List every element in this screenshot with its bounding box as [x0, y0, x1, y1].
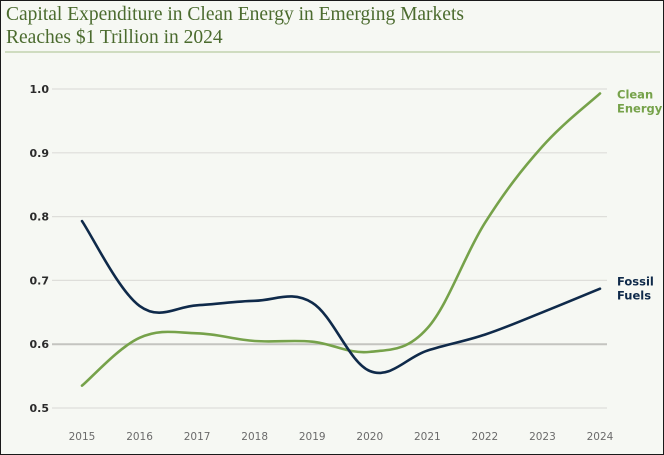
series-label-fossil-fuels: Fuels [617, 289, 651, 303]
chart-title-line-2: Reaches $1 Trillion in 2024 [6, 27, 223, 48]
x-tick-label: 2021 [414, 431, 441, 443]
x-tick-label: 2019 [299, 431, 326, 443]
series-label-clean-energy: Clean [617, 87, 653, 101]
x-tick-label: 2015 [69, 431, 96, 443]
chart-title: Capital Expenditure in Clean Energy in E… [6, 3, 464, 49]
x-tick-label: 2018 [241, 431, 268, 443]
series-line-clean-energy [80, 92, 602, 387]
x-tick-label: 2022 [472, 431, 499, 443]
gridlines [52, 88, 607, 409]
x-tick-label: 2023 [529, 431, 556, 443]
x-tick-label: 2017 [184, 431, 211, 443]
series-line-fossil-fuels [80, 219, 602, 375]
series-label-clean-energy: Energy [617, 101, 663, 115]
x-tick-label: 2024 [587, 431, 614, 443]
x-tick-label: 2020 [356, 431, 383, 443]
y-tick-label: 0.8 [30, 211, 50, 224]
series-label-fossil-fuels: Fossil [617, 275, 654, 289]
y-tick-label: 1.0 [30, 83, 50, 96]
y-tick-label: 0.9 [30, 147, 50, 160]
series-lines [80, 92, 602, 387]
title-divider [5, 51, 660, 53]
y-axis-ticks: 0.5 0.6 0.7 0.8 0.9 1.0 [30, 83, 50, 415]
y-tick-label: 0.7 [30, 274, 50, 287]
chart-title-line-1: Capital Expenditure in Clean Energy in E… [6, 4, 464, 25]
y-tick-label: 0.6 [30, 338, 50, 351]
x-axis-ticks: 2015 2016 2017 2018 2019 2020 2021 2022 2023 2024 [69, 431, 614, 443]
x-tick-label: 2016 [126, 431, 153, 443]
y-tick-label: 0.5 [30, 402, 50, 415]
